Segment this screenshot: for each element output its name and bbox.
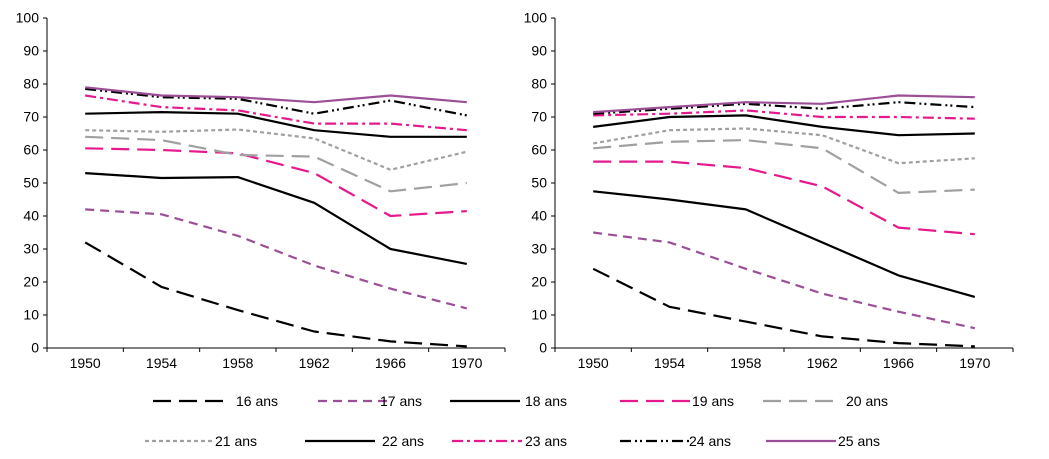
y-tick-label: 40: [23, 208, 39, 224]
legend-label: 19 ans: [692, 393, 734, 409]
y-tick-label: 70: [531, 109, 547, 125]
x-tick-label: 1966: [883, 355, 914, 371]
y-tick-label: 0: [31, 340, 39, 356]
legend-label: 17 ans: [380, 393, 422, 409]
y-tick-label: 30: [23, 241, 39, 257]
series-line-22-ans: [85, 110, 467, 138]
x-tick-label: 1954: [654, 355, 685, 371]
series-line-25-ans: [85, 86, 467, 104]
x-tick-label: 1950: [578, 355, 609, 371]
series-line-20-ans: [85, 135, 467, 193]
series-line-25-ans: [593, 94, 975, 114]
series-line-20-ans: [593, 139, 975, 194]
x-tick-label: 1958: [730, 355, 761, 371]
series-line-23-ans: [593, 109, 975, 120]
x-tick-label: 1966: [375, 355, 406, 371]
y-tick-label: 60: [23, 142, 39, 158]
y-tick-label: 90: [23, 43, 39, 59]
y-tick-label: 20: [531, 274, 547, 290]
legend-label: 24 ans: [689, 433, 731, 449]
y-tick-label: 80: [23, 76, 39, 92]
x-tick-label: 1954: [146, 355, 177, 371]
series-line-21-ans: [593, 127, 975, 165]
series-line-19-ans: [85, 147, 467, 218]
x-tick-label: 1962: [299, 355, 330, 371]
legend-label: 25 ans: [838, 433, 880, 449]
legend-label: 21 ans: [215, 433, 257, 449]
chart-panel-1: 0 10 20 30 40 50 60 70 80 90 100 1950 1954 1958 1962 19…: [16, 10, 506, 371]
y-tick-label: 10: [531, 307, 547, 323]
y-tick-label: 90: [531, 43, 547, 59]
y-tick-label: 30: [531, 241, 547, 257]
series-line-18-ans: [593, 190, 976, 298]
y-tick-label: 100: [16, 10, 40, 26]
y-tick-label: 20: [23, 274, 39, 290]
y-tick-label: 10: [23, 307, 39, 323]
y-tick-label: 50: [531, 175, 547, 191]
legend-label: 23 ans: [525, 433, 567, 449]
series-line-18-ans: [85, 172, 468, 265]
y-tick-label: 50: [23, 175, 39, 191]
x-tick-label: 1950: [70, 355, 101, 371]
series-line-19-ans: [593, 160, 975, 236]
legend-label: 22 ans: [382, 433, 424, 449]
series-line-24-ans: [593, 101, 975, 115]
y-tick-label: 80: [531, 76, 547, 92]
x-tick-label: 1962: [807, 355, 838, 371]
series-line-21-ans: [85, 128, 468, 171]
series-line-23-ans: [85, 94, 467, 132]
x-tick-label: 1970: [959, 355, 990, 371]
x-tick-label: 1970: [451, 355, 482, 371]
y-tick-label: 70: [23, 109, 39, 125]
y-tick-label: 0: [539, 340, 547, 356]
x-tick-label: 1958: [222, 355, 253, 371]
series-line-24-ans: [85, 87, 468, 117]
legend-label: 20 ans: [846, 393, 888, 409]
y-tick-label: 100: [524, 10, 548, 26]
y-tick-label: 40: [531, 208, 547, 224]
legend-label: 18 ans: [525, 393, 567, 409]
series-line-22-ans: [593, 114, 975, 137]
series-line-17-ans: [85, 208, 468, 310]
legend-label: 16 ans: [236, 393, 278, 409]
series-line-17-ans: [593, 231, 976, 330]
chart-panel-2: 0 10 20 30 40 50 60 70 80 90 100 1950 1954 1958 1962 19…: [524, 10, 1014, 371]
legend: 16 ans 17 ans 18 ans 19 ans 20 ans 21 ans 22 a…: [145, 393, 888, 449]
y-tick-label: 60: [531, 142, 547, 158]
